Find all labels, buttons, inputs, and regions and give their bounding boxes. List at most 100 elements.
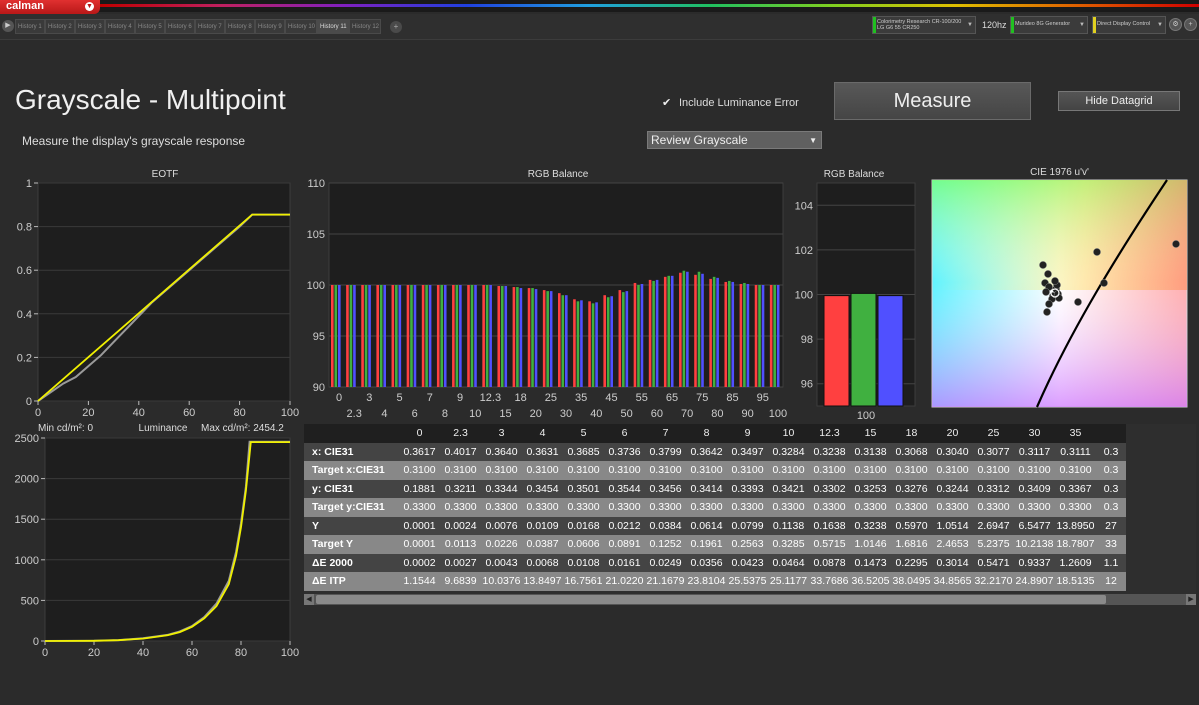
grid-cell[interactable]: 0.5471 xyxy=(973,553,1014,572)
grid-cell[interactable]: 0.3117 xyxy=(1014,442,1055,461)
grid-row[interactable]: y: CIE31 0.1881 0.3211 0.3344 0.3454 0.3501 0.… xyxy=(304,479,1126,498)
grid-cell[interactable]: 0.3409 xyxy=(1014,479,1055,498)
grid-column-header[interactable]: 8 xyxy=(686,424,727,443)
tab-history-4[interactable]: History 4 xyxy=(105,19,135,34)
grid-cell[interactable]: 0.3040 xyxy=(932,442,973,461)
grid-cell[interactable]: 0.0464 xyxy=(768,553,809,572)
grid-cell[interactable]: 0.3300 xyxy=(686,498,727,517)
tab-history-2[interactable]: History 2 xyxy=(45,19,75,34)
grid-cell[interactable]: 0.3100 xyxy=(1055,461,1096,480)
tab-history-10[interactable]: History 10 xyxy=(285,19,317,34)
grid-cell[interactable]: 0.3285 xyxy=(768,535,809,554)
grid-cell[interactable]: 0.3100 xyxy=(1014,461,1055,480)
grid-cell[interactable]: 0.0109 xyxy=(522,516,563,535)
grid-cell[interactable]: 0.3300 xyxy=(727,498,768,517)
grid-cell[interactable]: 0.3300 xyxy=(891,498,932,517)
grid-cell[interactable]: 0.3238 xyxy=(809,442,850,461)
grid-cell[interactable]: 24.8907 xyxy=(1014,572,1055,591)
grid-cell[interactable]: 9.6839 xyxy=(440,572,481,591)
grid-cell[interactable]: 0.0614 xyxy=(686,516,727,535)
grid-cell[interactable]: 0.3 xyxy=(1096,498,1126,517)
grid-cell[interactable]: 0.3414 xyxy=(686,479,727,498)
grid-cell[interactable]: 0.3300 xyxy=(522,498,563,517)
settings-icon[interactable]: ⚙ xyxy=(1169,18,1182,31)
grid-column-header[interactable]: 2.3 xyxy=(440,424,481,443)
grid-cell[interactable]: 0.3300 xyxy=(1014,498,1055,517)
grid-cell[interactable]: 0.0043 xyxy=(481,553,522,572)
grid-cell[interactable]: 0.1961 xyxy=(686,535,727,554)
scroll-thumb[interactable] xyxy=(316,595,1106,604)
grid-column-header[interactable] xyxy=(1096,424,1126,443)
grid-cell[interactable]: 0.3100 xyxy=(604,461,645,480)
grid-cell[interactable]: 1.0146 xyxy=(850,535,891,554)
grid-cell[interactable]: 0.3138 xyxy=(850,442,891,461)
grid-cell[interactable]: 0.3100 xyxy=(686,461,727,480)
grid-cell[interactable]: 0.3276 xyxy=(891,479,932,498)
grid-cell[interactable]: 0.0249 xyxy=(645,553,686,572)
grid-column-header[interactable]: 5 xyxy=(563,424,604,443)
grid-cell[interactable]: 0.3253 xyxy=(850,479,891,498)
grid-cell[interactable]: 0.3100 xyxy=(399,461,440,480)
grid-cell[interactable]: 0.5970 xyxy=(891,516,932,535)
grid-cell[interactable]: 0.3238 xyxy=(850,516,891,535)
grid-cell[interactable]: 0.3300 xyxy=(809,498,850,517)
grid-cell[interactable]: 0.3501 xyxy=(563,479,604,498)
tab-history-9[interactable]: History 9 xyxy=(255,19,285,34)
grid-row[interactable]: Target Y 0.0001 0.0113 0.0226 0.0387 0.0606 0.… xyxy=(304,535,1126,554)
grid-cell[interactable]: 16.7561 xyxy=(563,572,604,591)
grid-cell[interactable]: 0.3421 xyxy=(768,479,809,498)
grid-cell[interactable]: 0.2295 xyxy=(891,553,932,572)
hide-datagrid-button[interactable]: Hide Datagrid xyxy=(1058,91,1180,111)
grid-cell[interactable]: 33 xyxy=(1096,535,1126,554)
grid-cell[interactable]: 0.3631 xyxy=(522,442,563,461)
grid-cell[interactable]: 0.0113 xyxy=(440,535,481,554)
grid-cell[interactable]: 0.2563 xyxy=(727,535,768,554)
grid-cell[interactable]: 18.7807 xyxy=(1055,535,1096,554)
grid-cell[interactable]: 0.0423 xyxy=(727,553,768,572)
include-luminance-checkbox[interactable]: ✔ Include Luminance Error xyxy=(662,96,799,109)
grid-column-header[interactable]: 9 xyxy=(727,424,768,443)
grid-column-header[interactable]: 15 xyxy=(850,424,891,443)
calman-menu-button[interactable]: calman ▼ xyxy=(0,0,100,14)
grid-cell[interactable]: 0.3014 xyxy=(932,553,973,572)
grid-cell[interactable]: 0.3100 xyxy=(809,461,850,480)
grid-cell[interactable]: 0.3100 xyxy=(891,461,932,480)
grid-column-header[interactable]: 25 xyxy=(973,424,1014,443)
grid-cell[interactable]: 0.3100 xyxy=(522,461,563,480)
grid-column-header[interactable]: 3 xyxy=(481,424,522,443)
grid-row[interactable]: Y 0.0001 0.0024 0.0076 0.0109 0.0168 0.0212 0.0… xyxy=(304,516,1126,535)
grid-cell[interactable]: 0.3244 xyxy=(932,479,973,498)
grid-cell[interactable]: 36.5205 xyxy=(850,572,891,591)
grid-cell[interactable]: 0.3736 xyxy=(604,442,645,461)
grid-cell[interactable]: 18.5135 xyxy=(1055,572,1096,591)
grid-column-header[interactable]: 30 xyxy=(1014,424,1055,443)
grid-cell[interactable]: 0.0891 xyxy=(604,535,645,554)
grid-cell[interactable]: 0.3454 xyxy=(522,479,563,498)
grid-cell[interactable]: 34.8565 xyxy=(932,572,973,591)
grid-column-header[interactable]: 6 xyxy=(604,424,645,443)
grid-cell[interactable]: 21.0220 xyxy=(604,572,645,591)
grid-cell[interactable]: 6.5477 xyxy=(1014,516,1055,535)
grid-cell[interactable]: 13.8950 xyxy=(1055,516,1096,535)
grid-cell[interactable]: 0.3100 xyxy=(727,461,768,480)
grid-cell[interactable]: 12 xyxy=(1096,572,1126,591)
grid-column-header[interactable]: 35 xyxy=(1055,424,1096,443)
grid-cell[interactable]: 0.3068 xyxy=(891,442,932,461)
grid-cell[interactable]: 0.9337 xyxy=(1014,553,1055,572)
display-selector[interactable]: Direct Display Control ▼ xyxy=(1092,16,1166,34)
grid-cell[interactable]: 0.3111 xyxy=(1055,442,1096,461)
grid-cell[interactable]: 0.0001 xyxy=(399,535,440,554)
grid-column-header[interactable]: 18 xyxy=(891,424,932,443)
grid-cell[interactable]: 0.1881 xyxy=(399,479,440,498)
grid-cell[interactable]: 0.3300 xyxy=(645,498,686,517)
grid-cell[interactable]: 0.3100 xyxy=(563,461,604,480)
grid-cell[interactable]: 10.0376 xyxy=(481,572,522,591)
grid-cell[interactable]: 0.4017 xyxy=(440,442,481,461)
grid-cell[interactable]: 0.0799 xyxy=(727,516,768,535)
grid-cell[interactable]: 0.3300 xyxy=(440,498,481,517)
grid-cell[interactable]: 23.8104 xyxy=(686,572,727,591)
generator-selector[interactable]: Murideo 8G Generator ▼ xyxy=(1010,16,1088,34)
grid-cell[interactable]: 27 xyxy=(1096,516,1126,535)
meter-selector[interactable]: Colorimetry Research CR-100/200 LG G6 55… xyxy=(872,16,976,34)
scroll-right-icon[interactable]: ▶ xyxy=(1186,594,1196,605)
